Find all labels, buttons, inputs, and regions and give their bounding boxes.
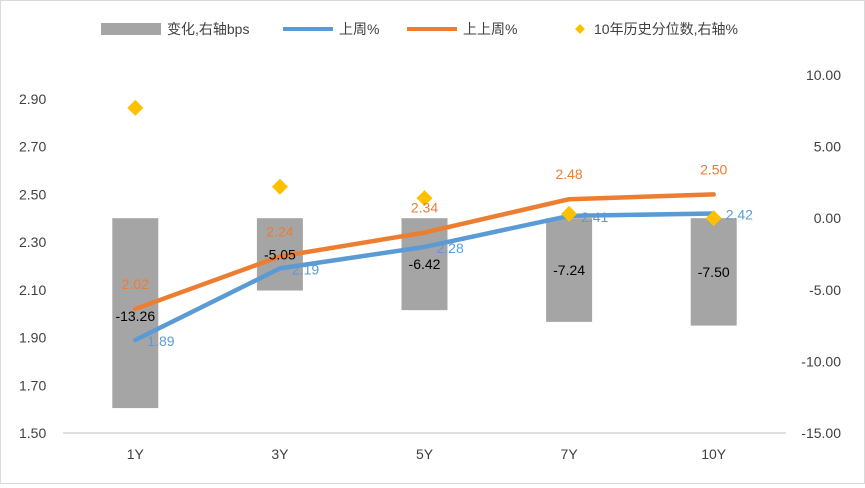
scatter-point bbox=[561, 205, 578, 222]
bar bbox=[546, 218, 593, 322]
axes: 1.50 1.70 1.90 2.10 2.30 2.50 2.70 2.90 -15.00 -1… bbox=[19, 67, 841, 462]
right-axis-tick-label: -10.00 bbox=[801, 353, 841, 369]
left-axis-tick-label: 1.90 bbox=[19, 330, 46, 346]
line-data-label: 2.50 bbox=[700, 161, 727, 177]
legend-label: 变化,右轴bps bbox=[167, 21, 249, 37]
line-data-label: 2.41 bbox=[581, 209, 608, 225]
x-axis-tick-label: 5Y bbox=[416, 446, 434, 462]
legend: 变化,右轴bps 上周% 上上周% 10年历史分位数,右轴% bbox=[101, 21, 738, 37]
line-data-label: 2.24 bbox=[266, 223, 293, 239]
bar bbox=[690, 218, 737, 326]
bar bbox=[112, 218, 159, 409]
data-labels: -13.26 -5.05 -6.42 -7.24 -7.50 1.89 2.19 2.28 2.… bbox=[115, 161, 753, 349]
right-axis-tick-label: 5.00 bbox=[814, 139, 841, 155]
line-data-label: 2.42 bbox=[726, 207, 753, 223]
left-axis-tick-label: 1.70 bbox=[19, 377, 46, 393]
legend-label: 10年历史分位数,右轴% bbox=[594, 21, 738, 37]
bar-series bbox=[112, 218, 737, 409]
line-data-label: 2.34 bbox=[411, 200, 438, 216]
line-data-label: 2.02 bbox=[122, 276, 149, 292]
line-data-label: 2.19 bbox=[292, 261, 319, 277]
scatter-point bbox=[416, 190, 433, 207]
left-axis-tick-label: 2.70 bbox=[19, 139, 46, 155]
bar-data-label: -7.50 bbox=[698, 264, 730, 280]
line-data-label: 1.89 bbox=[147, 333, 174, 349]
legend-label: 上上周% bbox=[463, 21, 517, 37]
line-data-label: 2.48 bbox=[555, 166, 582, 182]
left-axis-tick-label: 1.50 bbox=[19, 425, 46, 441]
line-data-label: 2.28 bbox=[437, 240, 464, 256]
right-axis-tick-label: 10.00 bbox=[806, 67, 841, 83]
legend-label: 上周% bbox=[339, 21, 379, 37]
left-axis-tick-label: 2.90 bbox=[19, 91, 46, 107]
x-axis-tick-label: 10Y bbox=[701, 446, 727, 462]
right-axis-tick-label: -15.00 bbox=[801, 425, 841, 441]
legend-swatch bbox=[101, 23, 161, 35]
left-axis-tick-label: 2.50 bbox=[19, 186, 46, 202]
scatter-point bbox=[705, 210, 722, 227]
bar-data-label: -5.05 bbox=[264, 246, 296, 262]
right-axis-tick-label: 0.00 bbox=[814, 210, 841, 226]
x-axis-tick-label: 3Y bbox=[271, 446, 289, 462]
left-axis-tick-label: 2.30 bbox=[19, 234, 46, 250]
bar-data-label: -7.24 bbox=[553, 262, 585, 278]
scatter-series bbox=[127, 99, 722, 227]
legend-swatch bbox=[575, 24, 585, 34]
line-series-path bbox=[133, 192, 716, 312]
bar-data-label: -13.26 bbox=[115, 308, 155, 324]
x-axis-tick-label: 1Y bbox=[127, 446, 145, 462]
scatter-point bbox=[271, 178, 288, 195]
x-axis-tick-label: 7Y bbox=[561, 446, 579, 462]
left-axis-tick-label: 2.10 bbox=[19, 282, 46, 298]
right-axis-tick-label: -5.00 bbox=[809, 282, 841, 298]
scatter-point bbox=[127, 99, 144, 116]
line-series bbox=[133, 192, 716, 343]
line-series-path bbox=[133, 211, 716, 343]
bar-data-label: -6.42 bbox=[409, 256, 441, 272]
